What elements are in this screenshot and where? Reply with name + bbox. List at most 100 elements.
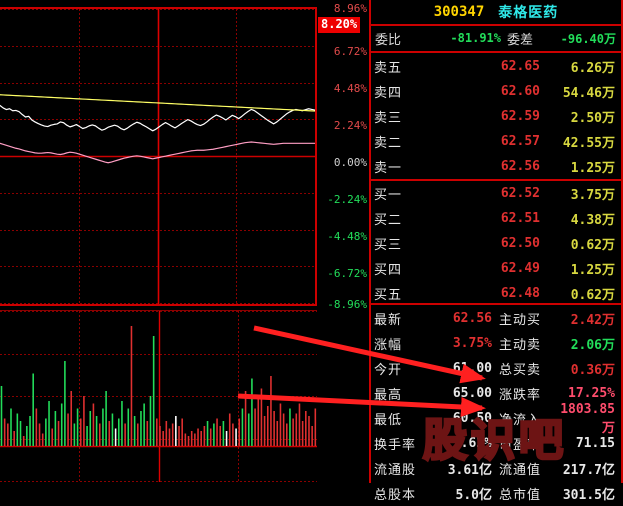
order-book-row-ask-2[interactable]: 卖四 62.60 54.46万 (371, 79, 621, 104)
order-book-level-label: 买五 (374, 288, 403, 303)
order-book-row-ask-3[interactable]: 卖三 62.59 2.50万 (371, 104, 621, 129)
stat-value-right: 217.7亿 (562, 463, 615, 478)
order-book-price: 62.50 (500, 236, 540, 251)
stat-row[interactable]: 换手率 1.62% 市盈率 71.15 (371, 431, 621, 456)
order-book-level-label: 卖三 (374, 111, 403, 126)
stat-label-left: 涨幅 (374, 338, 403, 353)
stat-value-right: 17.25% (568, 386, 615, 401)
stat-value-right: 1803.85万 (560, 401, 615, 436)
y-tick-8: -8.96% (327, 298, 367, 311)
order-book-level-label: 买四 (374, 263, 403, 278)
order-book-level-label: 卖四 (374, 86, 403, 101)
price-chart-grid (0, 9, 315, 304)
order-book-level-label: 买二 (374, 213, 403, 228)
stat-row[interactable]: 流通股 3.61亿 流通值 217.7亿 (371, 456, 621, 481)
order-book-level-label: 买三 (374, 238, 403, 253)
stock-code: 300347 (433, 4, 485, 20)
stat-label-left: 最高 (374, 388, 403, 403)
order-ratio-row: 委比 -81.91% 委差 -96.40万 (371, 26, 621, 50)
quote-panel: 300347 泰格医药 委比 -81.91% 委差 -96.40万 卖五 62.6… (369, 0, 623, 503)
order-book-volume: 42.55万 (562, 136, 615, 151)
order-diff-value: -96.40万 (560, 31, 616, 46)
order-diff-label: 委差 (507, 32, 534, 48)
stat-label-left: 最新 (374, 313, 403, 328)
stat-label-left: 换手率 (374, 438, 417, 453)
y-tick-1: 6.72% (333, 45, 367, 58)
current-percent-badge: 8.20% (318, 17, 361, 33)
stat-value-left: 65.00 (452, 386, 492, 401)
y-tick-0: 8.96% (333, 2, 367, 15)
stat-value-left: 3.61亿 (447, 463, 492, 478)
y-tick-6: -4.48% (327, 230, 367, 243)
order-book-row-ask-4[interactable]: 卖二 62.57 42.55万 (371, 129, 621, 154)
divider-book-stats (371, 303, 623, 305)
order-book-volume: 6.26万 (570, 61, 615, 76)
stock-title: 300347 泰格医药 (371, 0, 621, 24)
order-book-price: 62.65 (500, 59, 540, 74)
stat-value-right: 2.42万 (570, 313, 615, 328)
stat-value-right: 2.06万 (570, 338, 615, 353)
order-book-row-bid-1[interactable]: 买一 62.52 3.75万 (371, 181, 621, 206)
stat-label-left: 今开 (374, 363, 403, 378)
stat-label-right: 市盈率 (499, 438, 542, 453)
stat-value-left: 61.00 (452, 361, 492, 376)
stat-row[interactable]: 最低 60.50 净流入 1803.85万 (371, 402, 621, 436)
order-ratio-label: 委比 (375, 32, 402, 48)
order-book-price: 62.52 (500, 186, 540, 201)
stat-label-right: 净流入 (499, 413, 542, 428)
stat-value-left: 60.50 (452, 411, 492, 426)
stock-name: 泰格医药 (498, 5, 559, 21)
order-book-price: 62.60 (500, 84, 540, 99)
stat-row[interactable]: 最高 65.00 涨跌率 17.25% (371, 381, 621, 406)
order-book-level-label: 卖二 (374, 136, 403, 151)
order-book: 卖五 62.65 6.26万 卖四 62.60 54.46万 卖三 62.59 2.50万 卖二 6… (371, 54, 621, 306)
stat-value-left: 3.75% (452, 336, 492, 351)
order-book-row-bid-2[interactable]: 买二 62.51 4.38万 (371, 206, 621, 231)
order-book-price: 62.51 (500, 211, 540, 226)
y-tick-2: 4.48% (333, 82, 367, 95)
stat-label-right: 总市值 (499, 488, 542, 503)
stat-value-right: 0.36万 (570, 363, 615, 378)
stat-label-left: 总股本 (374, 488, 417, 503)
order-book-row-bid-5[interactable]: 买五 62.48 0.62万 (371, 281, 621, 306)
order-book-row-ask-1[interactable]: 卖五 62.65 6.26万 (371, 54, 621, 79)
order-book-price: 62.59 (500, 109, 540, 124)
order-book-price: 62.56 (500, 159, 540, 174)
stat-label-right: 主动买 (499, 313, 542, 328)
order-book-volume: 0.62万 (570, 238, 615, 253)
stat-value-left: 62.56 (452, 311, 492, 326)
stat-row[interactable]: 最新 62.56 主动买 2.42万 (371, 306, 621, 331)
stat-value-left: 5.0亿 (455, 488, 492, 503)
order-book-volume: 0.62万 (570, 288, 615, 303)
order-book-volume: 1.25万 (570, 161, 615, 176)
stat-value-left: 1.62% (452, 436, 492, 451)
order-book-price: 62.48 (500, 286, 540, 301)
stat-row[interactable]: 总股本 5.0亿 总市值 301.5亿 (371, 481, 621, 506)
order-book-price: 62.57 (500, 134, 540, 149)
stat-label-left: 最低 (374, 413, 403, 428)
stat-value-right: 301.5亿 (562, 488, 615, 503)
stat-label-right: 流通值 (499, 463, 542, 478)
order-book-price: 62.49 (500, 261, 540, 276)
order-book-level-label: 卖五 (374, 61, 403, 76)
y-tick-4: 0.00% (333, 156, 367, 169)
order-book-volume: 3.75万 (570, 188, 615, 203)
order-book-row-bid-4[interactable]: 买四 62.49 1.25万 (371, 256, 621, 281)
stat-row[interactable]: 涨幅 3.75% 主动卖 2.06万 (371, 331, 621, 356)
volume-bars (0, 326, 317, 446)
order-book-row-bid-3[interactable]: 买三 62.50 0.62万 (371, 231, 621, 256)
stat-label-right: 涨跌率 (499, 388, 542, 403)
intraday-price-chart[interactable] (0, 7, 317, 306)
y-tick-5: -2.24% (327, 193, 367, 206)
percent-axis: 8.96% 6.72% 4.48% 2.24% 0.00% -2.24% -4.… (317, 0, 369, 311)
stat-row[interactable]: 今开 61.00 总买卖 0.36万 (371, 356, 621, 381)
order-book-row-ask-5[interactable]: 卖一 62.56 1.25万 (371, 154, 621, 179)
order-book-volume: 1.25万 (570, 263, 615, 278)
order-ratio-value: -81.91% (450, 31, 501, 45)
stat-label-left: 流通股 (374, 463, 417, 478)
order-book-level-label: 买一 (374, 188, 403, 203)
volume-chart[interactable] (0, 310, 317, 482)
order-book-volume: 54.46万 (562, 86, 615, 101)
order-book-volume: 4.38万 (570, 213, 615, 228)
